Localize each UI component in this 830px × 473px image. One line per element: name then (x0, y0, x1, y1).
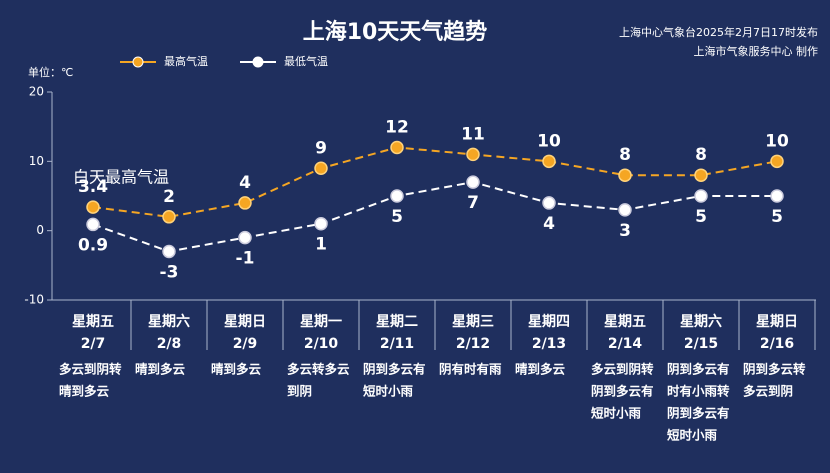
point (238, 196, 252, 210)
weather-text: 阴到多云有 (667, 406, 730, 421)
date-label: 2/16 (760, 336, 794, 352)
weather-text: 时有小雨转 (667, 384, 730, 399)
series-line (92, 146, 778, 218)
x-tick-label: 星期五 (604, 314, 646, 330)
x-tick-label: 星期四 (528, 314, 570, 330)
legend-label: 最低气温 (284, 54, 328, 68)
point (314, 161, 328, 176)
data-label: 5 (695, 207, 707, 227)
x-tick-label: 星期五 (72, 314, 114, 330)
weather-text: 短时小雨 (363, 384, 414, 399)
date-label: 2/13 (532, 336, 566, 352)
date-label: 2/8 (157, 336, 182, 352)
weather-text: 阴到多云有 (591, 384, 654, 399)
data-label: 7 (467, 193, 479, 213)
x-tick-label: 星期日 (756, 314, 798, 330)
x-tick-label: 星期三 (452, 314, 494, 330)
date-label: 2/10 (304, 336, 339, 352)
source: 上海中心气象台2025年2月7日17时发布 (619, 25, 818, 39)
point (390, 189, 404, 203)
weather-text: 晴到多云 (135, 362, 186, 377)
weather-text: 多云到阴转 (59, 362, 122, 377)
y-tick-label: 20 (29, 85, 44, 99)
x-tick-label: 星期六 (680, 313, 722, 330)
point (770, 154, 784, 169)
data-label: 5 (391, 207, 403, 227)
source: 上海市气象服务中心 制作 (694, 44, 819, 58)
point (466, 147, 480, 162)
data-label: 5 (771, 207, 783, 227)
point (542, 196, 556, 210)
unit-label: 单位：℃ (28, 65, 73, 79)
point (694, 168, 708, 182)
series-line (92, 181, 777, 253)
legend-marker (252, 56, 264, 68)
point (618, 168, 632, 182)
data-label: 3 (619, 221, 631, 241)
x-tick-label: 星期一 (300, 314, 342, 330)
y-tick-label: -10 (24, 293, 44, 307)
weather-text: 阴到多云有 (667, 362, 730, 377)
point (86, 200, 100, 214)
weather-text: 短时小雨 (667, 428, 718, 443)
point (694, 189, 708, 203)
data-label: 4 (239, 173, 251, 193)
weather-text: 多云转多云 (287, 362, 350, 377)
point (162, 244, 176, 259)
legend-label: 最高气温 (164, 54, 208, 68)
point (390, 140, 404, 155)
weather-text: 晴到多云 (59, 384, 110, 399)
point (618, 203, 632, 217)
data-label: 11 (461, 124, 485, 144)
data-label: 2 (163, 187, 175, 207)
chart-title: 上海10天天气趋势 (303, 19, 488, 45)
data-label: -1 (236, 249, 255, 269)
date-label: 2/7 (81, 336, 106, 352)
x-tick-label: 星期六 (148, 313, 190, 330)
y-tick-label: 10 (29, 154, 44, 168)
x-tick-label: 星期日 (224, 314, 266, 330)
point (314, 216, 328, 231)
annotation: 白天最高气温 (73, 168, 169, 187)
weather-text: 短时小雨 (591, 406, 642, 421)
date-label: 2/12 (456, 336, 490, 352)
data-label: 12 (385, 117, 409, 137)
weather-text: 阴到多云转 (743, 362, 806, 377)
weather-text: 多云到阴 (743, 384, 793, 399)
point (770, 189, 784, 203)
data-label: 10 (537, 131, 561, 151)
data-label: 4 (543, 214, 555, 234)
data-label: 8 (695, 145, 707, 165)
data-label: 9 (315, 138, 327, 158)
date-label: 2/14 (608, 336, 643, 352)
x-tick-label: 星期二 (376, 314, 418, 330)
y-tick-label: 0 (36, 223, 44, 237)
date-label: 2/11 (380, 336, 414, 352)
data-label: 8 (619, 145, 631, 165)
weather-text: 晴到多云 (211, 362, 262, 377)
weather-text: 阴有时有雨 (439, 362, 502, 377)
date-label: 2/9 (233, 336, 258, 352)
weather-text: 晴到多云 (515, 362, 566, 377)
point (466, 175, 480, 189)
data-label: 0.9 (78, 235, 108, 255)
point (238, 230, 252, 245)
weather-text: 阴到多云有 (363, 362, 426, 377)
weather-text: 到阴 (287, 384, 312, 399)
data-label: 10 (765, 131, 789, 151)
weather-text: 多云到阴转 (591, 362, 654, 377)
point (162, 210, 176, 224)
data-label: 1 (315, 235, 327, 255)
point (86, 217, 100, 232)
legend-marker (132, 56, 144, 68)
data-label: 3.4 (78, 177, 108, 197)
data-label: -3 (160, 262, 179, 282)
date-label: 2/15 (684, 336, 718, 352)
point (542, 154, 556, 169)
